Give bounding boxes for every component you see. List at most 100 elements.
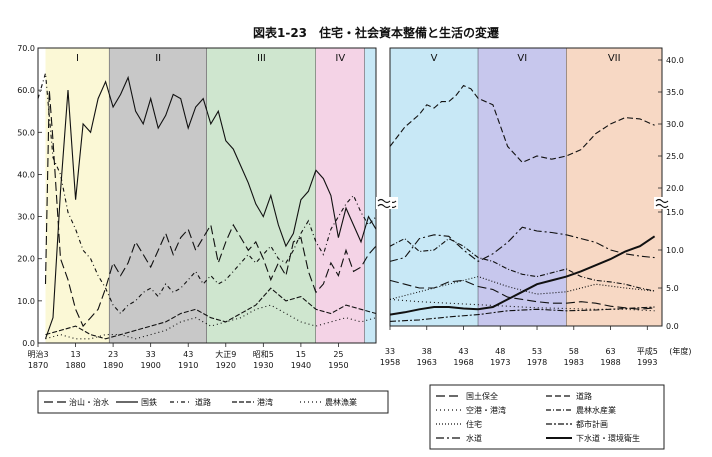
x-tick-era-6: 63: [605, 347, 615, 356]
legend-right-label-4: 住宅: [466, 419, 482, 429]
series-line-3: [45, 287, 377, 340]
x-tick-year-5: 1983: [564, 358, 584, 367]
x-tick-era-2: 43: [458, 347, 468, 356]
x-tick-year-7: 1940: [291, 361, 311, 370]
y-tick-label-6: 60.0: [17, 86, 35, 95]
period-band-4: [364, 48, 376, 343]
series-line-2: [37, 73, 377, 315]
legend-left-label-4: 農林漁業: [325, 397, 357, 407]
period-band-1: [478, 48, 567, 326]
y-tick-label-7: 70.0: [17, 44, 35, 53]
break-mark-right: [655, 198, 669, 209]
legend-right-label-0: 国土保全: [466, 391, 498, 401]
x-tick-year-2: 1968: [453, 358, 473, 367]
y-tick-label-2: 20.0: [17, 255, 35, 264]
series-line-6: [389, 226, 655, 263]
y-tick-lower-label-1: 10.0: [666, 246, 684, 255]
x-unit-label: (年度): [669, 346, 691, 356]
period-band-2: [207, 48, 316, 343]
x-tick-year-6: 1988: [600, 358, 620, 367]
legend-left-box: [37, 390, 389, 414]
x-tick-year-0: 1958: [380, 358, 400, 367]
x-tick-era-0: 33: [385, 347, 395, 356]
y-tick-upper-label-1: 35.0: [666, 88, 684, 97]
y-tick-label-5: 50.0: [17, 128, 35, 137]
x-tick-year-4: 1910: [178, 361, 198, 370]
y-tick-lower-label-2: 5.0: [666, 284, 679, 293]
plot-frame: [37, 47, 377, 344]
x-tick-era-2: 23: [108, 350, 118, 359]
legend-left: 治山・治水 国鉄 道路 港湾 農林漁業: [37, 390, 389, 414]
series-line-5: [389, 306, 655, 322]
period-band-1: [109, 48, 207, 343]
x-tick-year-6: 1930: [253, 361, 273, 370]
x-tick-era-3: 33: [146, 350, 156, 359]
legend-right-label-7: 下水道・環境衛生: [576, 433, 640, 443]
legend-left-label-2: 道路: [195, 397, 211, 407]
chart-title: 図表1-23 住宅・社会資本整備と生活の変遷: [253, 25, 499, 40]
series-line-4: [45, 304, 377, 340]
break-mark-gap: [377, 198, 391, 209]
series-line-7: [389, 235, 656, 316]
x-tick-year-3: 1973: [490, 358, 510, 367]
period-band-0: [390, 48, 479, 326]
period-label-1: II: [155, 53, 161, 64]
x-tick-era-3: 48: [495, 347, 505, 356]
x-tick-era-5: 大正9: [215, 349, 236, 359]
legend-right-label-3: 農林水産業: [576, 405, 616, 415]
x-tick-era-4: 53: [532, 347, 542, 356]
series-line-1: [44, 90, 377, 328]
y-tick-upper-label-0: 40.0: [666, 56, 684, 65]
y-tick-label-1: 10.0: [17, 297, 35, 306]
legend-right-label-5: 都市計画: [576, 419, 608, 429]
x-tick-era-7: 平成5: [637, 346, 658, 356]
y-tick-label-4: 40.0: [17, 170, 35, 179]
x-tick-era-7: 15: [296, 350, 306, 359]
legend-left-label-3: 港湾: [257, 397, 273, 407]
x-tick-year-8: 1950: [328, 361, 348, 370]
period-band-0: [45, 48, 110, 343]
series-line-0: [44, 75, 377, 339]
period-label-1: VI: [517, 53, 527, 64]
x-tick-year-2: 1890: [103, 361, 123, 370]
x-tick-era-8: 25: [333, 350, 343, 359]
x-tick-year-7: 1993: [637, 358, 657, 367]
series-line-4: [389, 276, 655, 300]
legend-right-label-6: 水道: [466, 433, 482, 443]
x-tick-year-5: 1920: [216, 361, 236, 370]
x-tick-year-1: 1880: [65, 361, 85, 370]
x-tick-era-1: 13: [70, 350, 80, 359]
period-band-2: [566, 48, 662, 326]
y-tick-upper-label-3: 25.0: [666, 152, 684, 161]
legend-right-label-2: 空港・港湾: [466, 405, 506, 415]
plot-frame: [389, 47, 663, 327]
y-tick-lower-label-0: 15.0: [666, 208, 684, 217]
period-label-0: V: [431, 53, 438, 64]
legend-left-label-0: 治山・治水: [69, 397, 109, 407]
x-tick-year-4: 1978: [527, 358, 547, 367]
series-line-1: [389, 84, 655, 164]
y-tick-label-3: 30.0: [17, 213, 35, 222]
y-tick-label-0: 0.0: [22, 339, 35, 348]
x-tick-year-1: 1963: [417, 358, 437, 367]
x-tick-era-4: 43: [183, 350, 193, 359]
y-tick-upper-label-2: 30.0: [666, 120, 684, 129]
period-label-2: III: [257, 53, 266, 64]
break-mark-gap-bg: [376, 197, 392, 209]
y-tick-lower-label-3: 0.0: [666, 322, 679, 331]
legend-right-label-1: 道路: [576, 391, 592, 401]
x-tick-era-1: 38: [422, 347, 432, 356]
period-label-0: I: [76, 53, 79, 64]
period-label-3: IV: [335, 53, 345, 64]
period-band-3: [315, 48, 365, 343]
x-tick-era-5: 58: [569, 347, 579, 356]
x-tick-year-3: 1900: [140, 361, 160, 370]
series-line-3: [389, 237, 655, 292]
x-tick-era-6: 昭和5: [253, 350, 274, 359]
legend-left-label-1: 国鉄: [141, 397, 157, 407]
left-chart: I II III IV0.010.020.030.040.050.060.070.0明…: [17, 44, 377, 370]
period-label-2: VII: [608, 53, 621, 64]
x-tick-year-0: 1870: [28, 361, 48, 370]
